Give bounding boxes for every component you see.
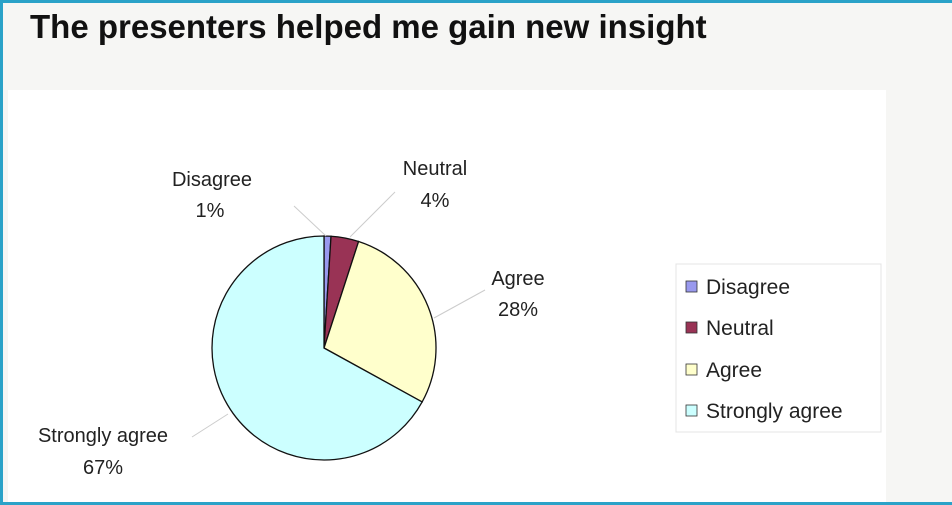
data-label-neutral-pct: 4% bbox=[421, 190, 450, 212]
legend-label-strongly-agree: Strongly agree bbox=[706, 400, 843, 423]
data-label-strongly-agree-name: Strongly agree bbox=[38, 425, 168, 447]
frame-border-left bbox=[0, 0, 3, 505]
legend: Disagree Neutral Agree Strongly agree bbox=[675, 263, 882, 433]
data-label-neutral-name: Neutral bbox=[403, 158, 467, 180]
legend-swatch-strongly-agree bbox=[685, 404, 698, 417]
data-label-agree-name: Agree bbox=[491, 268, 544, 290]
leader-line-disagree bbox=[293, 205, 327, 237]
legend-swatch-neutral bbox=[685, 321, 698, 334]
pie-slices bbox=[211, 235, 437, 461]
legend-swatch-disagree bbox=[685, 280, 698, 293]
frame-border-top bbox=[0, 0, 952, 3]
chart-title: The presenters helped me gain new insigh… bbox=[30, 8, 707, 45]
frame-border-bottom bbox=[0, 502, 952, 505]
pie-slice-agree bbox=[323, 240, 437, 403]
pie-slice-strongly-agree bbox=[211, 235, 424, 461]
data-label-strongly-agree-pct: 67% bbox=[83, 457, 123, 479]
leader-line-strongly-agree bbox=[191, 413, 229, 438]
legend-label-neutral: Neutral bbox=[706, 317, 774, 340]
data-label-agree-pct: 28% bbox=[498, 299, 538, 321]
legend-label-agree: Agree bbox=[706, 359, 762, 382]
legend-label-disagree: Disagree bbox=[706, 276, 790, 299]
data-label-disagree-name: Disagree bbox=[172, 169, 252, 191]
leader-line-neutral bbox=[349, 191, 396, 238]
legend-swatch-agree bbox=[685, 363, 698, 376]
leader-line-agree bbox=[433, 289, 486, 319]
data-label-disagree-pct: 1% bbox=[196, 200, 225, 222]
legend-box bbox=[675, 263, 882, 433]
